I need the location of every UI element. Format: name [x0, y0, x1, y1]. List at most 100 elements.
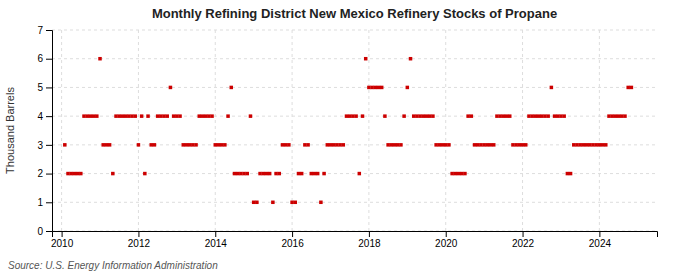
point [162, 114, 166, 118]
point [594, 143, 598, 147]
point [486, 143, 490, 147]
point [527, 114, 531, 118]
point [278, 172, 282, 176]
point [82, 114, 86, 118]
point [207, 114, 211, 118]
tick-mark [46, 59, 52, 60]
plot-area: 2010201220142016201820202022202401234567 [37, 25, 657, 249]
point [386, 143, 390, 147]
point [178, 114, 182, 118]
tick: 5 [37, 82, 52, 93]
tick-label: 5 [37, 82, 43, 93]
point [306, 143, 310, 147]
axis-line [46, 31, 53, 232]
point [604, 143, 608, 147]
point [140, 114, 144, 118]
point [303, 143, 307, 147]
grid-line [52, 144, 657, 145]
point [415, 114, 419, 118]
point [399, 143, 403, 147]
point [556, 114, 560, 118]
tick-label: 4 [37, 111, 43, 122]
point [354, 114, 358, 118]
tick-mark [215, 231, 216, 237]
point [329, 143, 333, 147]
tick-mark [523, 231, 524, 237]
axis-line [53, 232, 658, 238]
point [479, 143, 483, 147]
point [422, 114, 426, 118]
point [358, 172, 362, 176]
point [258, 172, 262, 176]
title: Monthly Refining District New Mexico Ref… [152, 6, 557, 21]
point [460, 172, 464, 176]
point [402, 114, 406, 118]
point [294, 201, 298, 205]
grid-line [52, 87, 657, 88]
grid-line [215, 30, 216, 231]
tick: 2010 [51, 231, 74, 249]
point [159, 114, 163, 118]
point [444, 143, 448, 147]
point [454, 172, 458, 176]
point [591, 143, 595, 147]
point [470, 114, 474, 118]
point [553, 114, 557, 118]
point [322, 172, 326, 176]
tick-mark [62, 231, 63, 237]
point [191, 143, 195, 147]
tick-label: 2010 [51, 238, 74, 249]
point [498, 114, 502, 118]
point [287, 143, 291, 147]
tick-mark [138, 231, 139, 237]
point [418, 114, 422, 118]
point [252, 201, 256, 205]
point [530, 114, 534, 118]
point [335, 143, 339, 147]
point [175, 114, 179, 118]
point [482, 143, 486, 147]
point [438, 143, 442, 147]
tick-label: 6 [37, 53, 43, 64]
point [220, 143, 224, 147]
point [412, 114, 416, 118]
point [345, 114, 349, 118]
tick-mark [46, 30, 52, 31]
point [130, 114, 134, 118]
point [342, 143, 346, 147]
point [239, 172, 243, 176]
point [447, 143, 451, 147]
point [172, 114, 176, 118]
point [326, 143, 330, 147]
tick: 4 [37, 111, 52, 122]
point [89, 114, 93, 118]
tick-label: 2016 [281, 238, 304, 249]
point [457, 172, 461, 176]
point [262, 172, 266, 176]
point [194, 143, 198, 147]
point [537, 114, 541, 118]
point [92, 114, 96, 118]
points [63, 57, 633, 204]
tick-label: 0 [37, 226, 43, 237]
tick-label: 2020 [435, 238, 458, 249]
point [79, 172, 83, 176]
grid-line [61, 30, 62, 231]
point [300, 172, 304, 176]
point [95, 114, 99, 118]
point [66, 172, 70, 176]
tick: 1 [37, 197, 52, 208]
point [153, 143, 157, 147]
point [73, 172, 77, 176]
point [133, 114, 137, 118]
tick: 6 [37, 53, 52, 64]
point [114, 114, 118, 118]
point [316, 172, 320, 176]
tick-mark [446, 231, 447, 237]
point [364, 57, 368, 61]
point [463, 172, 467, 176]
point [566, 172, 570, 176]
tick-label: 2 [37, 168, 43, 179]
point [374, 86, 378, 90]
point [377, 86, 381, 90]
